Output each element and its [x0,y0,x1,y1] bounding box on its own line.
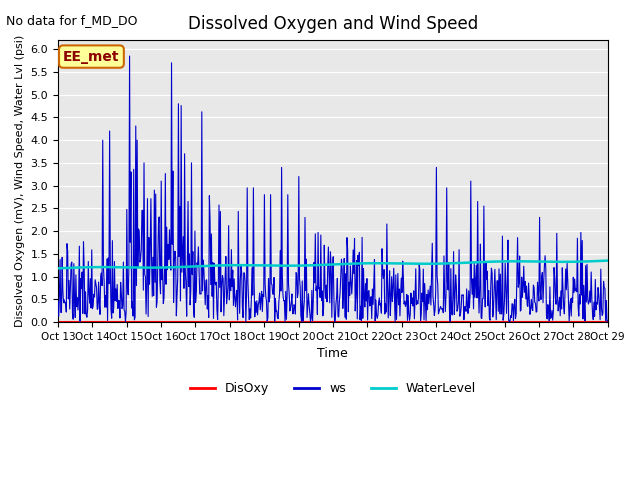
Legend: DisOxy, ws, WaterLevel: DisOxy, ws, WaterLevel [185,377,481,400]
Text: No data for f_MD_DO: No data for f_MD_DO [6,14,138,27]
Y-axis label: Dissolved Oxygen (mV), Wind Speed, Water Lvl (psi): Dissolved Oxygen (mV), Wind Speed, Water… [15,35,25,327]
X-axis label: Time: Time [317,347,348,360]
Title: Dissolved Oxygen and Wind Speed: Dissolved Oxygen and Wind Speed [188,15,478,33]
Text: EE_met: EE_met [63,49,120,63]
